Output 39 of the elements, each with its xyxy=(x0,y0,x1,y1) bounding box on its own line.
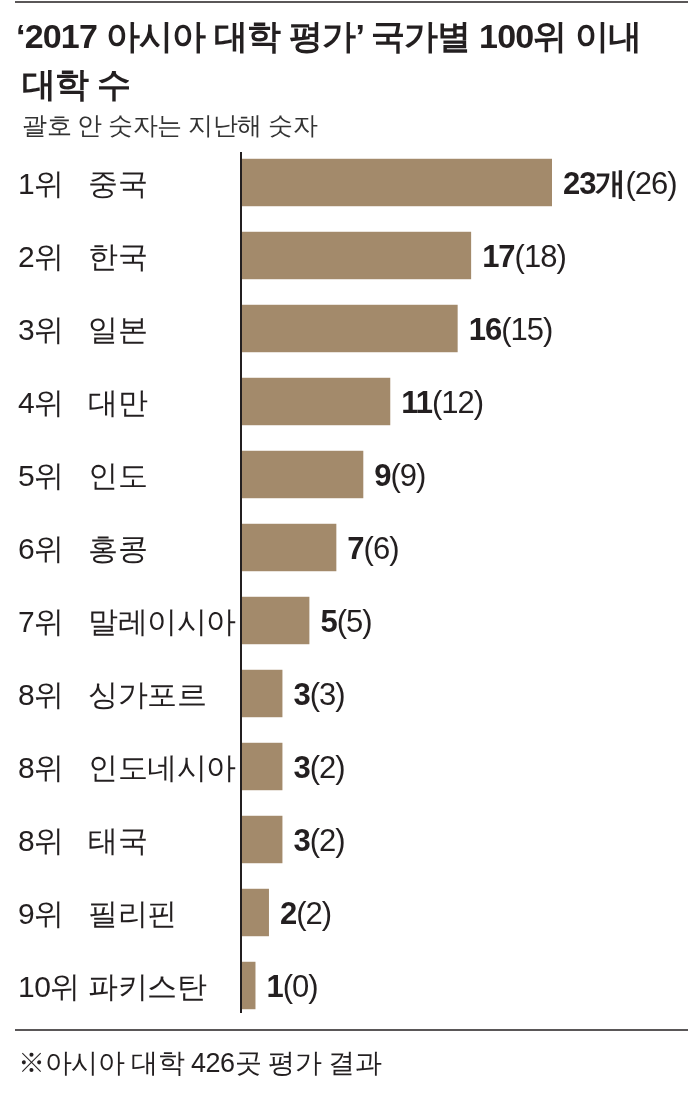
data-label: 1(0) xyxy=(266,968,318,1004)
y-tick-label: 4위 대만 xyxy=(18,385,148,419)
bar xyxy=(242,815,283,864)
y-tick-label: 3위 일본 xyxy=(18,312,147,346)
chart-title: ‘2017 아시아 대학 평가’ 국가별 100위 이내 대학 수 xyxy=(16,17,642,103)
data-label: 23개(26) xyxy=(563,165,677,201)
data-label: 7(6) xyxy=(347,530,399,566)
chart-subtitle: 괄호 안 숫자는 지난해 숫자 xyxy=(22,111,318,139)
data-label: 11(12) xyxy=(401,384,484,420)
text: ※아시아 대학 426곳 평가 결과 xyxy=(18,1048,382,1078)
bar xyxy=(242,596,310,645)
data-label: 3(3) xyxy=(293,676,345,712)
y-tick-label: 9위 필리핀 xyxy=(18,896,177,930)
bar xyxy=(242,669,283,718)
y-tick-label: 8위 인도네시아 xyxy=(18,750,236,784)
y-tick-label: 10위 파키스탄 xyxy=(18,969,207,1003)
data-label: 3(2) xyxy=(293,749,345,785)
bar xyxy=(242,158,552,207)
data-label: 3(2) xyxy=(293,822,345,858)
bar xyxy=(242,377,391,426)
data-label: 2(2) xyxy=(279,895,332,931)
bar xyxy=(242,231,472,280)
y-tick-label: 1위 중국 xyxy=(18,166,147,200)
bar xyxy=(242,742,283,791)
y-tick-label: 8위 태국 xyxy=(18,823,147,857)
y-tick-label: 2위 한국 xyxy=(18,239,147,273)
bar xyxy=(242,523,337,572)
data-label: 9(9) xyxy=(374,457,426,493)
data-label: 5(5) xyxy=(320,603,372,639)
bar xyxy=(242,450,364,499)
y-tick-label: 8위 싱가포르 xyxy=(18,677,206,711)
y-tick-label: 6위 홍콩 xyxy=(18,531,147,565)
data-label: 16(15) xyxy=(468,311,553,347)
y-tick-label: 5위 인도 xyxy=(18,458,147,492)
bar xyxy=(242,304,458,353)
data-label: 17(18) xyxy=(482,238,566,274)
bar xyxy=(242,961,256,1010)
y-tick-label: 7위 말레이시아 xyxy=(18,604,236,638)
bar xyxy=(242,888,269,937)
